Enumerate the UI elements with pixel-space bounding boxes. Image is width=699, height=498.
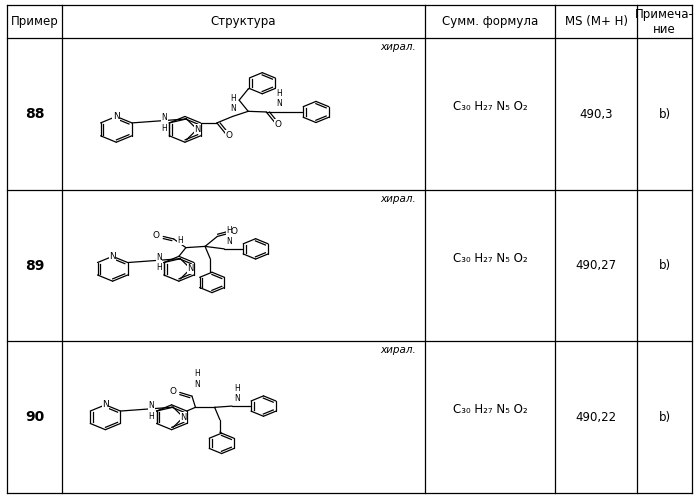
Text: N: N	[113, 112, 120, 121]
Text: H
N: H N	[231, 94, 236, 113]
Text: C₃₀ H₂₇ N₅ O₂: C₃₀ H₂₇ N₅ O₂	[453, 251, 527, 264]
Text: N: N	[194, 125, 201, 134]
Text: H
N: H N	[276, 89, 282, 108]
Text: N: N	[180, 413, 187, 422]
Text: N: N	[109, 252, 116, 261]
Text: H: H	[178, 236, 183, 245]
Text: Структура: Структура	[210, 15, 276, 28]
Text: b): b)	[658, 259, 670, 272]
Text: O: O	[152, 231, 159, 240]
Text: H
N: H N	[234, 383, 240, 403]
Text: C₃₀ H₂₇ N₅ O₂: C₃₀ H₂₇ N₅ O₂	[453, 403, 527, 416]
Text: N
H: N H	[161, 113, 167, 132]
Text: N
H: N H	[149, 401, 154, 421]
Text: 490,3: 490,3	[579, 108, 613, 121]
Text: N: N	[102, 400, 109, 409]
Text: O: O	[275, 120, 282, 128]
Text: O: O	[231, 227, 238, 236]
Text: хирал.: хирал.	[381, 194, 417, 204]
Text: Примеча-
ние: Примеча- ние	[635, 7, 694, 36]
Text: N
H: N H	[156, 253, 161, 272]
Text: хирал.: хирал.	[381, 42, 417, 52]
Text: 490,27: 490,27	[575, 259, 617, 272]
Text: C₃₀ H₂₇ N₅ O₂: C₃₀ H₂₇ N₅ O₂	[453, 100, 527, 113]
Text: b): b)	[658, 411, 670, 424]
Text: b): b)	[658, 108, 670, 121]
Text: 88: 88	[24, 107, 44, 121]
Text: O: O	[225, 130, 232, 139]
Text: Сумм. формула: Сумм. формула	[442, 15, 538, 28]
Text: хирал.: хирал.	[381, 346, 417, 356]
Text: Пример: Пример	[10, 15, 58, 28]
Text: 90: 90	[24, 410, 44, 424]
Text: MS (M+ H): MS (M+ H)	[565, 15, 628, 28]
Text: N: N	[187, 264, 194, 273]
Text: 490,22: 490,22	[575, 411, 617, 424]
Text: O: O	[169, 387, 176, 396]
Text: H
N: H N	[226, 227, 232, 246]
Text: 89: 89	[24, 259, 44, 273]
Text: H
N: H N	[194, 370, 200, 388]
